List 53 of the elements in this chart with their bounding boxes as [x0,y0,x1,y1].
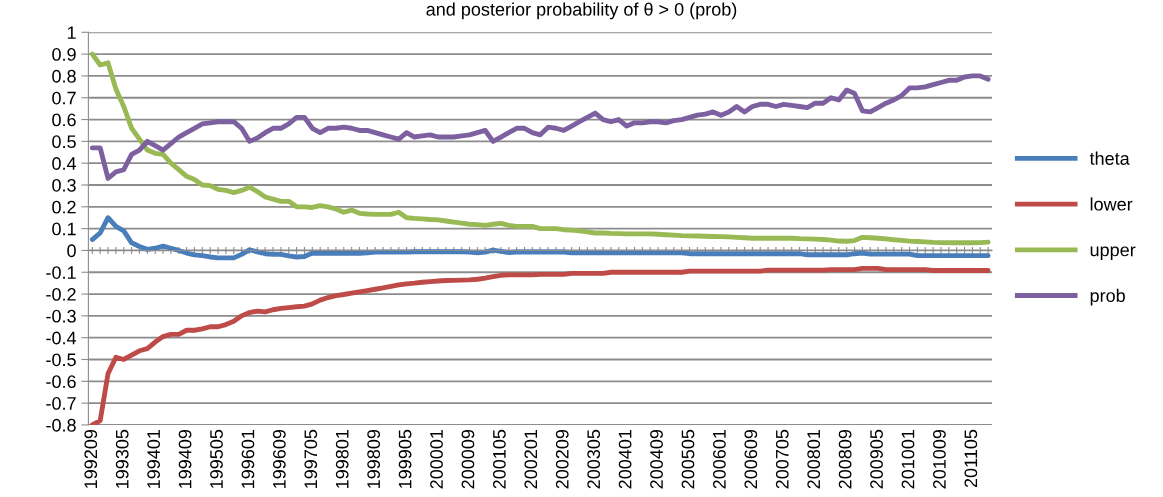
x-tick-label: 199401 [147,429,161,488]
legend-label: prob [1090,288,1125,306]
y-tick-label: 0.6 [52,113,76,127]
x-tick-label: 199209 [84,429,98,488]
x-tick-label: 200801 [807,429,821,489]
x-tick-label: 200609 [744,429,758,489]
x-tick-label: 200305 [587,429,601,489]
y-tick-label: 1 [67,26,76,39]
x-tick-label: 199409 [178,429,192,488]
x-tick-label: 199601 [241,429,255,488]
chart-title: and posterior probability of θ > 0 (prob) [426,2,737,20]
y-tick-label: -0.8 [46,418,76,432]
y-tick-label: 0.3 [52,178,76,192]
x-tick-label: 200105 [492,429,506,489]
y-tick-label: 0.5 [52,135,76,149]
x-tick-label: 199609 [272,429,286,488]
x-tick-label: 199505 [210,429,223,488]
x-tick-label: 200905 [870,429,883,489]
legend-label: theta [1089,151,1130,165]
x-tick-label: 199801 [335,429,349,488]
x-tick-label: 199705 [304,429,318,488]
y-tick-label: 0.9 [52,48,76,61]
y-tick-label: 0.7 [52,91,76,105]
y-tick-label: -0.1 [46,266,76,279]
x-tick-label: 200401 [618,429,632,489]
x-tick-label: 199905 [398,429,412,488]
y-tick-label: -0.4 [46,331,77,345]
y-tick-label: 0.2 [52,200,76,214]
x-tick-label: 200505 [681,429,695,489]
x-tick-label: 200209 [555,429,569,489]
y-tick-label: -0.6 [46,375,76,389]
y-tick-label: 0.8 [52,69,76,83]
x-tick-label: 201105 [964,429,978,488]
y-tick-label: 0.4 [52,157,77,170]
x-tick-label: 201001 [901,429,915,489]
y-tick-label: 0 [67,244,76,258]
y-tick-label: -0.2 [46,287,76,301]
x-tick-label: 201009 [933,429,946,489]
y-tick-label: -0.7 [46,397,76,410]
x-tick-label: 200409 [650,429,663,489]
legend-label: lower [1090,197,1133,211]
y-tick-label: -0.5 [46,353,76,367]
y-tick-label: -0.3 [46,309,76,323]
x-tick-label: 200809 [838,429,852,489]
x-tick-label: 200705 [775,429,789,489]
x-tick-label: 199809 [367,429,381,488]
x-tick-label: 200001 [430,429,443,489]
x-tick-label: 199305 [115,429,129,488]
x-tick-label: 200009 [461,429,475,489]
x-tick-label: 200601 [713,429,726,489]
legend-label: upper [1090,246,1136,260]
x-tick-label: 200201 [524,429,538,489]
y-tick-label: 0.1 [52,222,76,236]
